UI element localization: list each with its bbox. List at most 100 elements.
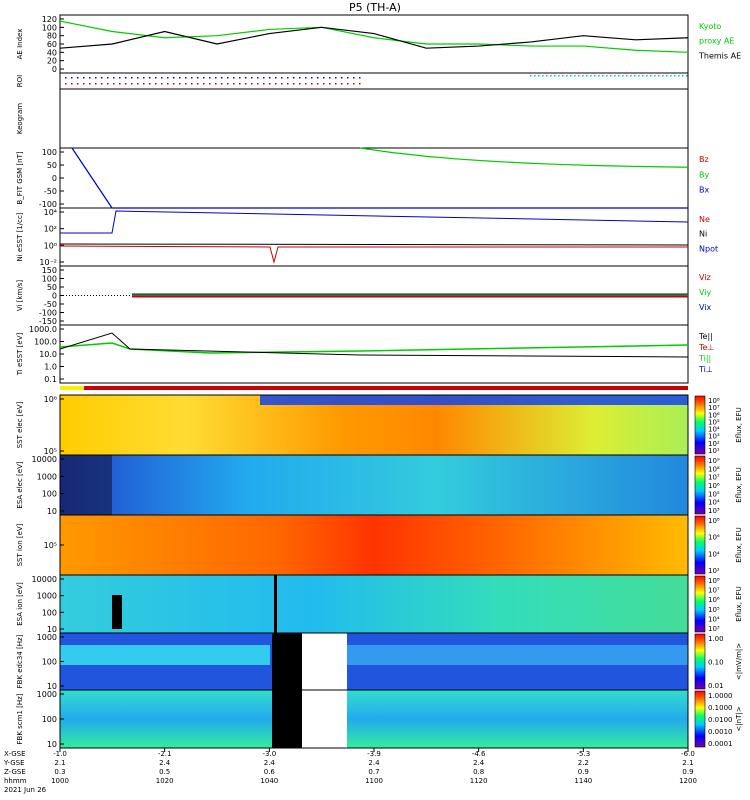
- vi-tick-label: -150: [39, 317, 57, 326]
- roi-dot: [329, 77, 331, 79]
- esa_e-cb-tick: 10³: [708, 507, 720, 515]
- ae-tick-label: 40: [47, 48, 57, 57]
- roi-dot: [554, 75, 556, 77]
- keogram-frame: [59, 88, 689, 149]
- roi-dot: [221, 83, 223, 85]
- roi-dot: [606, 75, 608, 77]
- panel-keogram: Keogram: [16, 88, 689, 149]
- roi-dot: [281, 77, 283, 79]
- xaxis-tick-z: 0.9: [578, 768, 589, 776]
- sst_e-cb-tick: 10⁴: [708, 426, 720, 434]
- vi-tick-label: 150: [42, 266, 57, 275]
- xaxis-tick-x: -3.0: [262, 750, 276, 758]
- fbk_b-tick-label: 10: [47, 740, 57, 749]
- fbk_e-colorbar: [694, 633, 706, 690]
- ti-par-line: [59, 342, 689, 354]
- esa_i-tick-label: 10: [47, 625, 57, 634]
- roi-dot: [299, 77, 301, 79]
- panel-esa_i: ESA ion [eV]1000010001001010⁸10⁷10⁶10⁵10…: [16, 574, 743, 634]
- roi-dot: [197, 77, 199, 79]
- esa-i-gap-line: [274, 575, 277, 633]
- xaxis-tick-t: 1040: [260, 777, 278, 785]
- roi-dot: [269, 83, 271, 85]
- vi-ylabel: Vi [km/s]: [16, 280, 24, 311]
- fbk_e-tick-label: 1000: [37, 633, 57, 642]
- xaxis-tick-x: -6.0: [681, 750, 695, 758]
- ae-tick-label: 20: [47, 57, 57, 66]
- roi-dot: [341, 77, 343, 79]
- roi-dot: [95, 83, 97, 85]
- roi-dot: [251, 77, 253, 79]
- fbk_b-cb-tick: 0.0010: [708, 728, 733, 736]
- xaxis-tick-y: 2.4: [473, 759, 485, 767]
- roi-dot: [125, 77, 127, 79]
- ae-series-0: [59, 20, 689, 53]
- roi-dot: [341, 83, 343, 85]
- panel-sst_e: SST elec [eV]10⁶10⁵10⁸10⁷10⁶10⁵10⁴10³10²…: [16, 394, 743, 456]
- fbk-b-nodata: [302, 690, 347, 748]
- sst_i-ylabel: SST ion [eV]: [16, 523, 24, 566]
- roi-dot: [570, 75, 572, 77]
- ti-tick-label: 100.0: [34, 338, 57, 347]
- bfit-legend-2: Bx: [699, 186, 709, 195]
- roi-dot: [257, 77, 259, 79]
- esa_i-cb-tick: 10⁷: [708, 587, 720, 595]
- roi-dot: [347, 83, 349, 85]
- ni-frame: [59, 207, 689, 267]
- roi-dot: [179, 77, 181, 79]
- roi-dot: [245, 83, 247, 85]
- fbk_b-colorbar: [694, 690, 706, 748]
- fbk-e-nodata: [302, 633, 347, 690]
- fbk_b-cb-tick: 1.0000: [708, 692, 733, 700]
- roi-dot: [329, 83, 331, 85]
- ni-tick-label: 10⁻²: [39, 258, 57, 267]
- roi-dot: [293, 83, 295, 85]
- roi-dot: [95, 77, 97, 79]
- roi-dot: [317, 77, 319, 79]
- roi-dot: [293, 77, 295, 79]
- ti-legend-3: Ti⊥: [698, 365, 713, 374]
- ae-legend-0: Kyoto: [699, 22, 721, 31]
- roi-dot: [167, 77, 169, 79]
- roi-dot: [173, 77, 175, 79]
- fbk_e-ylabel: FBK edc34 [Hz]: [16, 634, 24, 688]
- sst_i-cb-tick: 10⁸: [708, 517, 720, 525]
- xaxis-row-label: Z-GSE: [4, 768, 26, 776]
- sst_i-colorbar: [694, 515, 706, 575]
- keogram-ylabel: Keogram: [16, 103, 24, 134]
- ti-tick-label: 1000.0: [29, 325, 57, 334]
- esa_e-cb-tick: 10⁵: [708, 490, 720, 498]
- roi-dot: [650, 75, 652, 77]
- roi-dot: [630, 75, 632, 77]
- bfit-ylabel: B_FIT GSM [nT]: [16, 151, 24, 204]
- roi-dot: [353, 83, 355, 85]
- vi-tick-label: -100: [39, 309, 57, 318]
- roi-dot: [305, 77, 307, 79]
- roi-dot: [666, 75, 668, 77]
- esa-e-dark-region: [60, 455, 112, 515]
- roi-dot: [602, 75, 604, 77]
- ni-legend-2: Npot: [699, 244, 718, 253]
- sst_e-cb-tick: 10⁶: [708, 411, 720, 419]
- roi-dot: [71, 77, 73, 79]
- roi-dot: [287, 83, 289, 85]
- roi-dot: [215, 83, 217, 85]
- roi-dot: [566, 75, 568, 77]
- roi-dot: [275, 83, 277, 85]
- sst_i-cb-tick: 10²: [708, 567, 720, 575]
- xaxis-tick-t: 1200: [679, 777, 697, 785]
- bfit-tick-label: 50: [47, 161, 57, 170]
- roi-dot: [674, 75, 676, 77]
- sst_e-colorbar: [694, 395, 706, 455]
- roi-dot: [269, 77, 271, 79]
- roi-markers: [65, 75, 688, 85]
- xaxis-row-label: X-GSE: [4, 750, 26, 758]
- ni-legend-0: Ne: [699, 215, 710, 224]
- esa_e-cb-tick: 10⁶: [708, 482, 720, 490]
- esa_i-tick-label: 100: [42, 608, 57, 617]
- roi-dot: [359, 83, 361, 85]
- roi-dot: [323, 77, 325, 79]
- sst_e-cb-tick: 10⁸: [708, 397, 720, 405]
- roi-dot: [257, 83, 259, 85]
